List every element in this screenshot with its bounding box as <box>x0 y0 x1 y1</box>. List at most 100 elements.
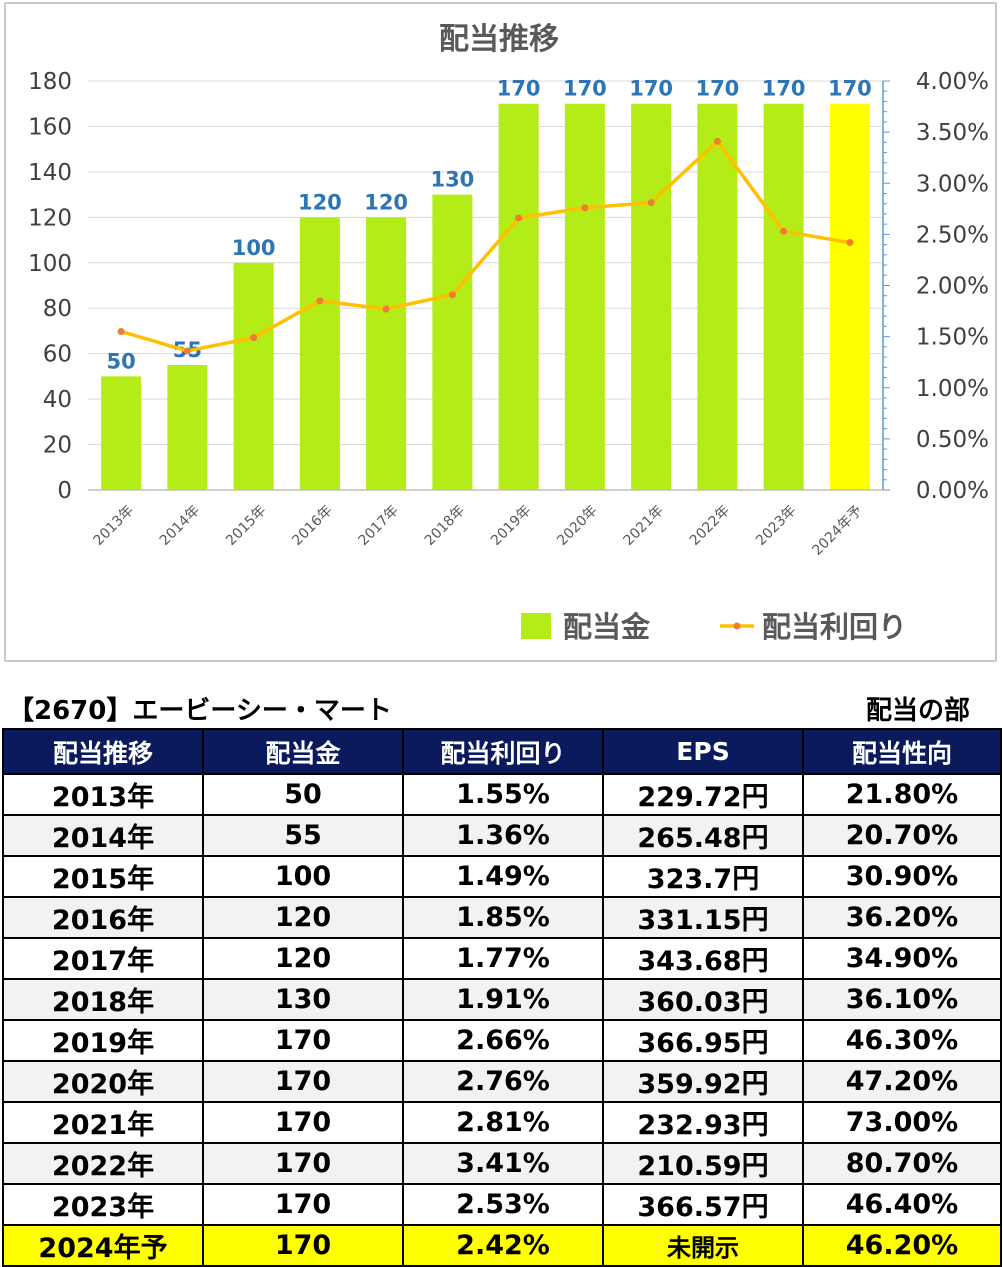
dividend-chart: 配当推移 0 20 40 60 80 100 120 140 160 180 0.00% 0.50% 1.… <box>28 22 989 644</box>
yield-point <box>316 297 324 305</box>
ticker-title: 【2670】エービーシー・マート <box>8 696 392 726</box>
bar <box>697 103 738 490</box>
bar-data-label: 170 <box>695 77 739 101</box>
bar-data-label: 170 <box>762 77 806 101</box>
cell-payout: 30.90% <box>802 855 1002 898</box>
cell-eps: 232.93円 <box>602 1101 804 1144</box>
cell-dividend: 120 <box>202 937 404 980</box>
cell-eps: 265.48円 <box>602 814 804 857</box>
cell-dividend: 130 <box>202 978 404 1021</box>
cell-period: 2013年 <box>2 773 204 816</box>
table-row: 2024年予 170 2.42% 未開示 46.20% <box>2 1224 1002 1267</box>
bar-data-label: 170 <box>497 77 541 101</box>
table-row: 2022年 170 3.41% 210.59円 80.70% <box>2 1142 1002 1185</box>
x-tick-label: 2024年予 <box>809 503 865 559</box>
cell-payout: 36.10% <box>802 978 1002 1021</box>
cell-period: 2017年 <box>2 937 204 980</box>
col-header-payout: 配当性向 <box>802 728 1002 775</box>
cell-eps: 359.92円 <box>602 1060 804 1103</box>
cell-yield: 1.91% <box>402 978 604 1021</box>
bar <box>631 103 672 490</box>
cell-payout: 46.30% <box>802 1019 1002 1062</box>
cell-eps: 366.95円 <box>602 1019 804 1062</box>
y-left-tick-label: 180 <box>28 69 72 95</box>
cell-eps: 229.72円 <box>602 773 804 816</box>
yield-point <box>515 214 523 222</box>
bar-data-label: 170 <box>563 77 607 101</box>
cell-dividend: 170 <box>202 1183 404 1226</box>
cell-yield: 1.55% <box>402 773 604 816</box>
x-tick-label: 2019年 <box>488 503 534 549</box>
bar-data-label: 120 <box>364 190 408 214</box>
bar <box>233 262 274 490</box>
yield-point <box>713 137 721 145</box>
y-left-tick-label: 20 <box>43 433 72 459</box>
cell-dividend: 170 <box>202 1060 404 1103</box>
y-right-tick-label: 0.50% <box>916 427 989 453</box>
bar-data-label: 170 <box>629 77 673 101</box>
cell-yield: 2.42% <box>402 1224 604 1267</box>
cell-dividend: 55 <box>202 814 404 857</box>
y-left-tick-label: 160 <box>28 114 72 140</box>
bar <box>498 103 539 490</box>
table-row: 2016年 120 1.85% 331.15円 36.20% <box>2 896 1002 939</box>
cell-period: 2018年 <box>2 978 204 1021</box>
table-heading: 【2670】エービーシー・マート 配当の部 <box>8 690 970 726</box>
cell-eps: 331.15円 <box>602 896 804 939</box>
x-tick-label: 2017年 <box>356 503 402 549</box>
y-right-tick-label: 4.00% <box>916 69 989 95</box>
y-right-tick-label: 1.00% <box>916 376 989 402</box>
yield-point <box>448 291 456 299</box>
cell-period: 2020年 <box>2 1060 204 1103</box>
cell-yield: 1.36% <box>402 814 604 857</box>
x-tick-label: 2018年 <box>422 503 468 549</box>
col-header-dividend: 配当金 <box>202 728 404 775</box>
cell-period: 2022年 <box>2 1142 204 1185</box>
section-label: 配当の部 <box>865 696 970 726</box>
table-header-row: 配当推移 配当金 配当利回り EPS 配当性向 <box>2 728 1002 775</box>
cell-payout: 80.70% <box>802 1142 1002 1185</box>
y-right-tick-label: 1.50% <box>916 325 989 351</box>
y-left-tick-label: 120 <box>28 205 72 231</box>
y-right-tick-label: 3.50% <box>916 120 989 146</box>
y-left-tick-label: 100 <box>28 251 72 277</box>
bar-data-label: 50 <box>107 349 136 373</box>
cell-payout: 21.80% <box>802 773 1002 816</box>
bar <box>299 217 340 491</box>
cell-dividend: 170 <box>202 1019 404 1062</box>
cell-period: 2021年 <box>2 1101 204 1144</box>
y-left-tick-label: 0 <box>57 478 72 504</box>
cell-yield: 2.53% <box>402 1183 604 1226</box>
bar <box>101 376 142 490</box>
cell-payout: 46.40% <box>802 1183 1002 1226</box>
cell-dividend: 170 <box>202 1101 404 1144</box>
y-left-tick-label: 60 <box>43 342 72 368</box>
cell-yield: 1.49% <box>402 855 604 898</box>
col-header-eps: EPS <box>602 728 804 775</box>
y-left-tick-label: 140 <box>28 160 72 186</box>
bar <box>829 103 870 490</box>
table-row: 2023年 170 2.53% 366.57円 46.40% <box>2 1183 1002 1226</box>
cell-dividend: 100 <box>202 855 404 898</box>
cell-yield: 1.77% <box>402 937 604 980</box>
legend-line-marker <box>733 622 741 630</box>
bar <box>564 103 605 490</box>
col-header-period: 配当推移 <box>2 728 204 775</box>
bar <box>167 365 208 490</box>
x-tick-label: 2022年 <box>687 503 733 549</box>
cell-payout: 47.20% <box>802 1060 1002 1103</box>
cell-yield: 3.41% <box>402 1142 604 1185</box>
cell-period: 2019年 <box>2 1019 204 1062</box>
yield-point <box>183 347 191 355</box>
y-right-tick-label: 2.00% <box>916 274 989 300</box>
table-row: 2017年 120 1.77% 343.68円 34.90% <box>2 937 1002 980</box>
bar <box>366 217 407 491</box>
cell-period: 2015年 <box>2 855 204 898</box>
cell-eps: 343.68円 <box>602 937 804 980</box>
cell-payout: 73.00% <box>802 1101 1002 1144</box>
x-tick-label: 2016年 <box>289 503 335 549</box>
cell-eps: 366.57円 <box>602 1183 804 1226</box>
table-row: 2018年 130 1.91% 360.03円 36.10% <box>2 978 1002 1021</box>
yield-point <box>647 199 655 207</box>
cell-eps: 360.03円 <box>602 978 804 1021</box>
